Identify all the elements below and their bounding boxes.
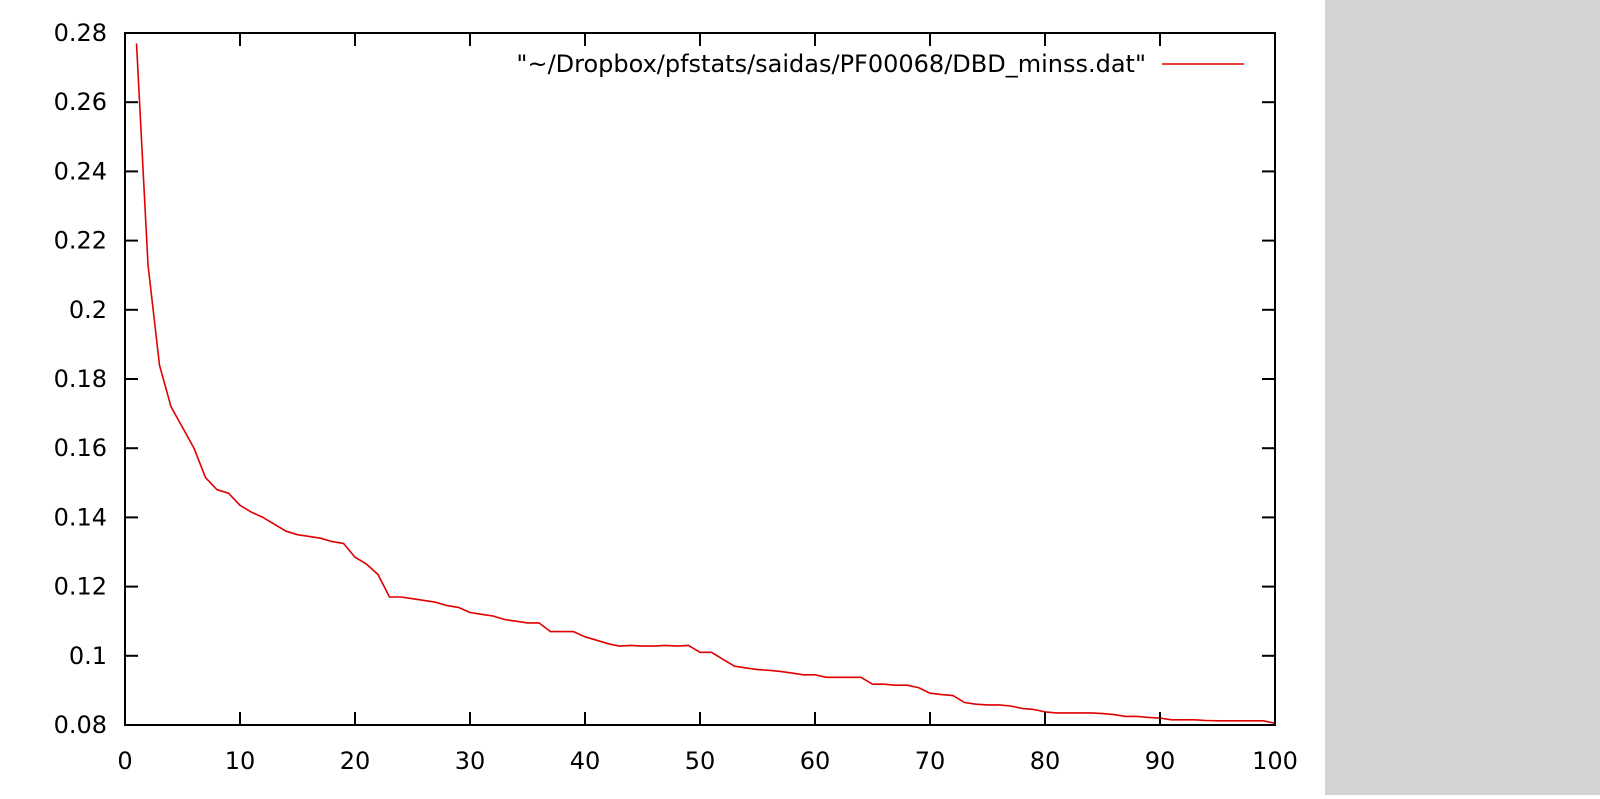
x-tick-label: 100 [1252, 747, 1298, 775]
plot-panel: 0 10 20 30 40 50 60 70 80 90 100 0.08 0.1 0.12 0.14 0.1… [53, 19, 1298, 775]
plot-frame [124, 32, 1276, 726]
x-tick-label: 40 [570, 747, 601, 775]
x-tick-label: 60 [800, 747, 831, 775]
x-tick-label: 80 [1030, 747, 1061, 775]
y-tick-label: 0.14 [54, 503, 107, 531]
x-tick-label: 50 [685, 747, 716, 775]
legend-label: "~/Dropbox/pfstats/saidas/PF00068/DBD_mi… [516, 50, 1146, 78]
ticks-layer: 0 10 20 30 40 50 60 70 80 90 100 0.08 0.1 0.12 0.14 0.1… [54, 19, 1298, 775]
y-tick-label: 0.24 [54, 157, 107, 185]
y-tick-label: 0.16 [54, 434, 107, 462]
x-tick-label: 20 [340, 747, 371, 775]
y-tick-label: 0.18 [54, 365, 107, 393]
y-tick-label: 0.26 [54, 88, 107, 116]
x-tick-label: 30 [455, 747, 486, 775]
y-tick-label: 0.22 [54, 227, 107, 255]
series-line [135, 43, 1276, 725]
side-panel [1325, 0, 1600, 795]
x-tick-label: 10 [225, 747, 256, 775]
y-tick-label: 0.2 [69, 296, 107, 324]
y-tick-label: 0.1 [69, 642, 107, 670]
line-chart: 0 10 20 30 40 50 60 70 80 90 100 0.08 0.1 0.12 0.14 0.1… [54, 19, 1298, 775]
y-tick-label: 0.08 [54, 711, 107, 739]
x-tick-label: 70 [915, 747, 946, 775]
legend: "~/Dropbox/pfstats/saidas/PF00068/DBD_mi… [516, 50, 1244, 78]
y-tick-label: 0.12 [54, 573, 107, 601]
x-tick-label: 0 [117, 747, 132, 775]
series-layer [135, 43, 1276, 725]
x-tick-label: 90 [1145, 747, 1176, 775]
y-tick-label: 0.28 [54, 19, 107, 47]
